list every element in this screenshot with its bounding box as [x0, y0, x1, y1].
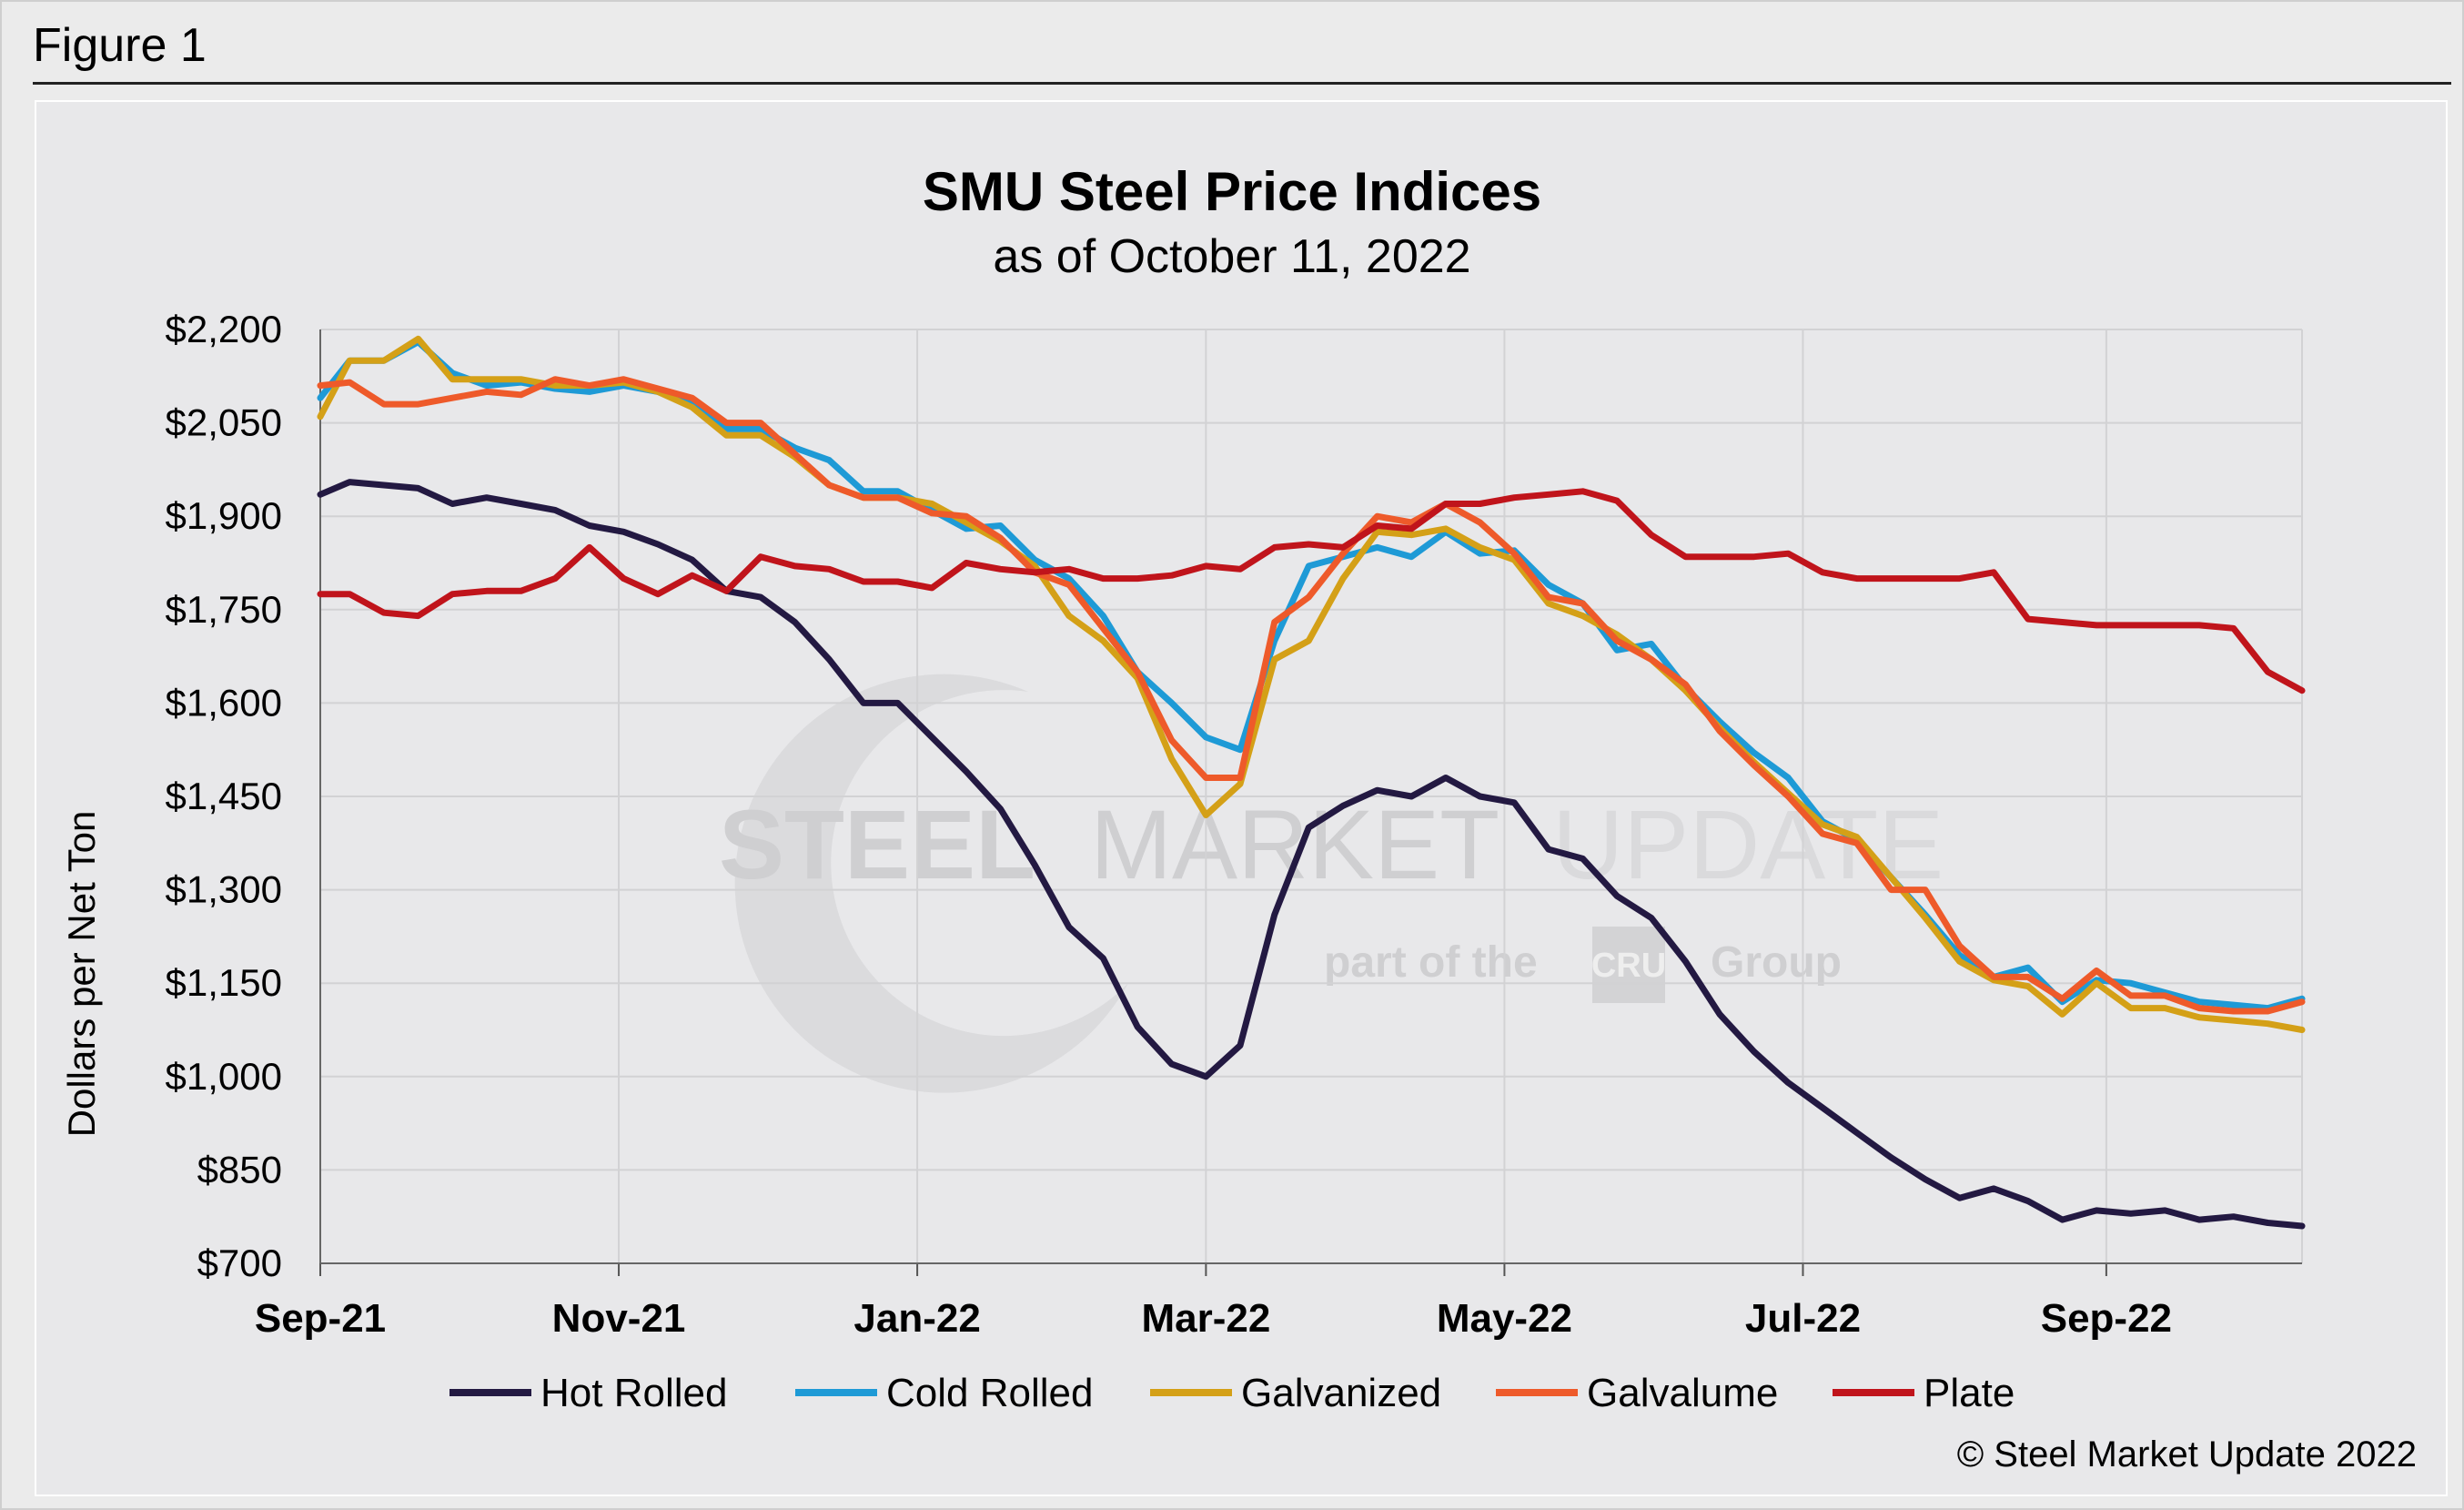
y-tick-label: $1,750	[166, 588, 282, 631]
legend-item-plate: Plate	[1833, 1371, 2015, 1415]
legend-item-cold-rolled: Cold Rolled	[795, 1371, 1093, 1415]
series-line-cold-rolled	[317, 339, 2306, 1012]
y-tick-label: $2,050	[166, 401, 282, 444]
legend-label: Galvanized	[1241, 1371, 1441, 1415]
series-lines	[317, 335, 2306, 1230]
axes	[319, 329, 2302, 1276]
watermark-part-of: part of the	[1324, 938, 1538, 987]
legend-label: Plate	[1924, 1371, 2015, 1415]
copyright-notice: © Steel Market Update 2022	[1956, 1434, 2417, 1475]
watermark-group: Group	[1711, 938, 1842, 987]
watermark: STEEL MARKET UPDATE part of the CRU Grou…	[719, 674, 1944, 1093]
series-line-hot-rolled	[317, 479, 2306, 1230]
series-line-plate	[317, 488, 2306, 694]
legend-item-galvalume: Galvalume	[1496, 1371, 1778, 1415]
y-tick-label: $1,600	[166, 681, 282, 724]
y-axis-title: Dollars per Net Ton	[60, 811, 103, 1138]
x-tick-label: May-22	[1437, 1296, 1572, 1341]
series-line-galvalume	[317, 376, 2306, 1015]
x-tick-labels: Sep-21 Nov-21 Jan-22 Mar-22 May-22 Jul-22 Sep-…	[255, 1296, 2172, 1341]
series-line-galvanized	[317, 335, 2306, 1033]
y-tick-label: $1,300	[166, 868, 282, 911]
y-tick-label: $1,450	[166, 775, 282, 817]
x-tick-label: Nov-21	[552, 1296, 686, 1341]
legend: Hot Rolled Cold Rolled Galvanized Galvalume…	[449, 1371, 2015, 1415]
watermark-word-market: MARKET	[1090, 789, 1498, 899]
legend-label: Galvalume	[1587, 1371, 1778, 1415]
watermark-word-update: UPDATE	[1552, 789, 1944, 899]
y-tick-label: $1,150	[166, 961, 282, 1004]
x-tick-label: Sep-21	[255, 1296, 386, 1341]
figure-label: Figure 1	[33, 19, 207, 72]
x-tick-label: Jul-22	[1745, 1296, 1861, 1341]
legend-label: Hot Rolled	[540, 1371, 727, 1415]
legend-item-galvanized: Galvanized	[1150, 1371, 1441, 1415]
x-tick-label: Mar-22	[1141, 1296, 1270, 1341]
x-tick-label: Sep-22	[2041, 1296, 2172, 1341]
legend-label: Cold Rolled	[886, 1371, 1093, 1415]
chart-subtitle: as of October 11, 2022	[993, 230, 1471, 283]
watermark-cru-logo: CRU	[1591, 947, 1666, 985]
watermark-cru-logo-box	[1592, 927, 1665, 1003]
y-tick-label: $2,200	[166, 308, 282, 350]
y-tick-label: $1,900	[166, 494, 282, 537]
watermark-word-steel: STEEL	[719, 789, 1035, 899]
x-tick-label: Jan-22	[853, 1296, 980, 1341]
y-tick-label: $1,000	[166, 1055, 282, 1098]
watermark-crescent-icon	[734, 674, 1128, 1093]
chart-title: SMU Steel Price Indices	[922, 161, 1542, 222]
y-tick-labels: $700 $850 $1,000 $1,150 $1,300 $1,450 $1,600 $1…	[166, 308, 282, 1284]
grid	[320, 329, 2303, 1263]
y-tick-label: $850	[197, 1148, 282, 1191]
legend-item-hot-rolled: Hot Rolled	[449, 1371, 727, 1415]
figure-divider	[33, 82, 2451, 85]
y-tick-label: $700	[197, 1241, 282, 1284]
svg-text:STEEL MARKET UPDAT: STEEL MARKET UPDATE	[719, 789, 1944, 899]
